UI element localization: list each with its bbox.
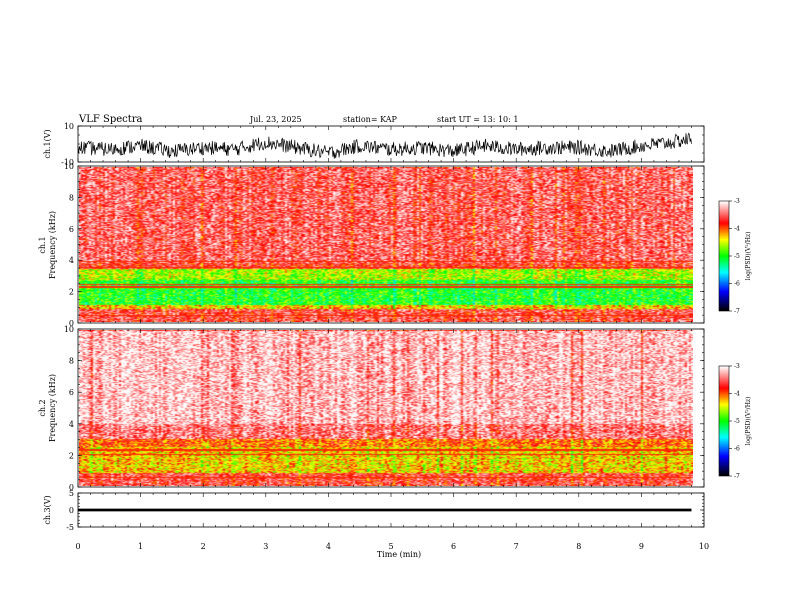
x-tick-label: 0 bbox=[75, 542, 80, 551]
ch1-waveform-frame bbox=[77, 125, 705, 163]
colorbar-tick-label: -3 bbox=[734, 363, 740, 370]
header-start-time: start UT = 13: 10: 1 bbox=[437, 115, 518, 124]
y-tick-label: 4 bbox=[69, 420, 74, 429]
y-tick-label: 10 bbox=[64, 162, 74, 171]
ch3-waveform-trace bbox=[78, 508, 692, 512]
colorbar-tick-label: -7 bbox=[734, 473, 740, 480]
ch2-spectrogram-ylabel-channel: ch.2 bbox=[38, 399, 47, 416]
x-tick-label: 10 bbox=[699, 542, 709, 551]
header-date: Jul. 23, 2025 bbox=[249, 115, 302, 124]
y-tick-label: 0 bbox=[69, 506, 74, 515]
ch1-waveform-ylabel: ch.1(V) bbox=[43, 129, 52, 158]
ch2-colorbar bbox=[719, 366, 729, 476]
y-tick-label: 0 bbox=[69, 483, 74, 492]
x-tick-label: 5 bbox=[388, 542, 393, 551]
colorbar-tick-label: -4 bbox=[734, 226, 740, 233]
x-axis-label: Time (min) bbox=[377, 550, 421, 559]
ch2-colorbar-label: log(PSD)(V²/Hz) bbox=[745, 397, 752, 446]
x-tick-label: 1 bbox=[138, 542, 143, 551]
axes-ticks: 0 1 2 3 4 5 6 7 8 9 1010-101086420108642050-5-3-4-… bbox=[61, 122, 740, 551]
colorbar-tick-label: -7 bbox=[734, 308, 740, 315]
y-tick-label: 8 bbox=[69, 357, 74, 366]
colorbar-tick-label: -6 bbox=[734, 446, 740, 453]
figure-title: VLF Spectra bbox=[78, 114, 143, 125]
x-tick-label: 3 bbox=[263, 542, 268, 551]
ch2-spectrogram-image bbox=[79, 330, 693, 486]
y-tick-label: 10 bbox=[64, 325, 74, 334]
x-tick-label: 9 bbox=[639, 542, 644, 551]
ch2-spectrogram-ylabel-freq: Frequency (kHz) bbox=[48, 374, 57, 442]
y-tick-label: 6 bbox=[69, 225, 74, 234]
y-tick-label: 5 bbox=[69, 489, 74, 498]
colorbar-tick-label: -6 bbox=[734, 281, 740, 288]
x-tick-label: 6 bbox=[451, 542, 456, 551]
ch3-waveform-ylabel: ch.3(V) bbox=[43, 495, 52, 524]
y-tick-label: 6 bbox=[69, 388, 74, 397]
y-tick-label: 10 bbox=[64, 122, 74, 131]
x-tick-label: 7 bbox=[514, 542, 519, 551]
y-tick-label: 2 bbox=[69, 288, 74, 297]
colorbar-tick-label: -4 bbox=[734, 391, 740, 398]
ch1-spectrogram-ylabel-channel: ch.1 bbox=[38, 236, 47, 253]
x-tick-label: 4 bbox=[326, 542, 331, 551]
ch1-spectrogram-image bbox=[79, 167, 693, 322]
y-tick-label: 4 bbox=[69, 256, 74, 265]
x-tick-label: 2 bbox=[201, 542, 206, 551]
ch1-colorbar bbox=[719, 201, 729, 311]
y-tick-label: 2 bbox=[69, 451, 74, 460]
ch1-waveform-trace bbox=[77, 132, 692, 159]
colorbar-tick-label: -5 bbox=[734, 253, 740, 260]
y-tick-label: 8 bbox=[69, 193, 74, 202]
x-tick-label: 8 bbox=[576, 542, 581, 551]
y-tick-label: 0 bbox=[69, 319, 74, 328]
colorbar-tick-label: -3 bbox=[734, 198, 740, 205]
colorbar-tick-label: -5 bbox=[734, 418, 740, 425]
y-tick-label: -5 bbox=[66, 523, 74, 532]
ch1-colorbar-label: log(PSD)(V²/Hz) bbox=[745, 232, 752, 281]
ch1-spectrogram-ylabel-freq: Frequency (kHz) bbox=[48, 211, 57, 279]
y-tick-label: -10 bbox=[61, 158, 74, 167]
header-station: station= KAP bbox=[343, 115, 398, 124]
